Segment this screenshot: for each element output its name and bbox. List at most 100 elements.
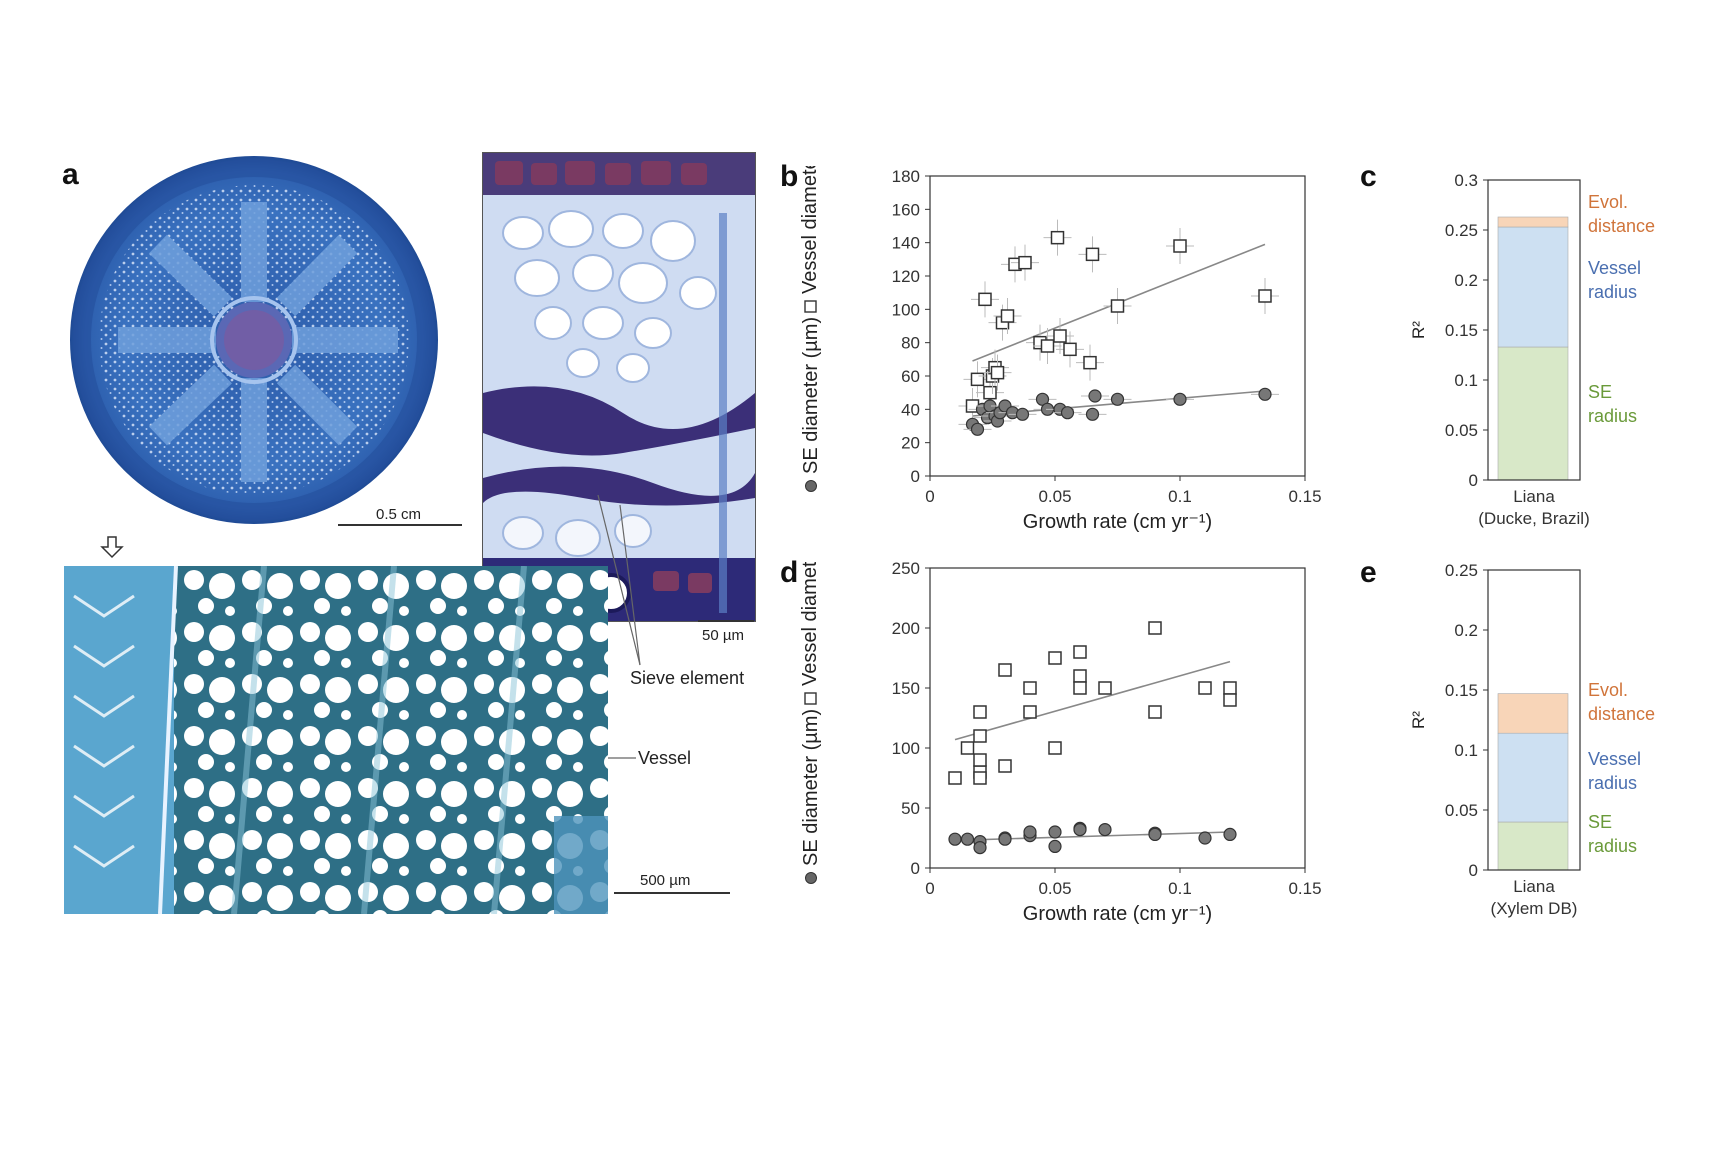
vessel-label: Vessel	[638, 748, 692, 768]
data-point-se	[998, 832, 1012, 846]
plot-frame	[1487, 569, 1581, 871]
y-axis-label-se: SE diameter (µm)	[800, 709, 822, 866]
chart-d-scatter: 0 50 100 150 200 250 0 0.05 0.1 0.15 Growth rate (…	[799, 562, 1322, 925]
y-tick-label: 140	[892, 234, 920, 253]
data-point-se	[948, 832, 962, 846]
data-point-se	[1198, 831, 1212, 845]
scale-bar-stem	[338, 524, 462, 526]
fit-line-vessel	[954, 660, 1231, 741]
legend-vessel: Vessel diameter (µm)	[799, 562, 821, 705]
segment-label-line1: Vessel	[1588, 749, 1641, 769]
y-axis-label-vessel: Vessel diameter (µm)	[799, 166, 821, 294]
chart-e-stacked-bar: 0 0.05 0.1 0.15 0.2 0.25 R² Liana (Xylem DB) SE ra…	[1409, 562, 1655, 918]
data-point-vessel	[1083, 355, 1097, 370]
x-tick-label: 0.05	[1038, 487, 1071, 506]
y-tick-label: 0.25	[1445, 221, 1478, 240]
data-point-vessel	[973, 705, 987, 719]
segment-label-line1: SE	[1588, 382, 1612, 402]
x-tick-label: 0.1	[1168, 879, 1192, 898]
y-axis-label-se: SE diameter (µm)	[800, 317, 822, 474]
data-point-vessel	[1110, 299, 1125, 313]
plot-frame	[1487, 179, 1581, 481]
data-point-vessel	[1053, 329, 1067, 343]
data-point-se	[1048, 839, 1062, 853]
sieve-element-label: Sieve element	[630, 668, 745, 688]
bar-segment-evol-distance	[1497, 216, 1569, 228]
chart-b-scatter: 0 20 40 60 80 100 120 140 160 180 0 0.05 0.1 0.15 Grow…	[799, 166, 1322, 533]
data-point-vessel	[960, 741, 975, 755]
segment-label-line2: distance	[1588, 704, 1655, 724]
data-point-vessel	[1098, 681, 1112, 695]
data-point-vessel	[1050, 230, 1065, 245]
data-point-vessel	[1148, 705, 1162, 719]
y-tick-label: 0.15	[1445, 681, 1478, 700]
data-point-vessel	[1073, 645, 1087, 659]
data-point-vessel	[1258, 289, 1272, 303]
panel-letter-b: b	[780, 160, 799, 193]
legend-se: SE diameter (µm)	[800, 317, 822, 492]
y-tick-label: 160	[892, 200, 920, 219]
scale-label-wood: 500 µm	[640, 872, 691, 889]
category-label-line1: Liana	[1513, 487, 1555, 506]
y-tick-label: 100	[892, 739, 920, 758]
segment-label-line2: radius	[1588, 773, 1637, 793]
legend-se: SE diameter (µm)	[800, 709, 822, 884]
scale-label-stem: 0.5 cm	[376, 506, 422, 523]
segment-label-line2: radius	[1588, 406, 1637, 426]
segment-label-line1: Evol.	[1588, 192, 1628, 212]
y-tick-label: 60	[901, 367, 920, 386]
legend-circle-marker	[805, 872, 817, 884]
data-point-se	[1048, 825, 1062, 839]
data-point-se	[1098, 823, 1112, 837]
x-tick-label: 0	[925, 487, 934, 506]
data-point-vessel	[970, 372, 985, 387]
plot-frame	[929, 175, 1306, 477]
y-tick-label: 0.25	[1445, 562, 1478, 580]
data-point-se	[1223, 827, 1237, 841]
panel-letter-a: a	[62, 158, 79, 191]
data-point-vessel	[1063, 342, 1077, 357]
legend-circle-marker	[805, 480, 817, 492]
x-axis-label: Growth rate (cm yr⁻¹)	[1023, 511, 1212, 533]
y-tick-label: 0.1	[1454, 741, 1478, 760]
data-point-se	[960, 832, 975, 846]
category-label-line2: (Xylem DB)	[1491, 899, 1578, 918]
data-point-vessel	[1148, 621, 1162, 635]
y-tick-label: 200	[892, 619, 920, 638]
x-tick-label: 0.05	[1038, 879, 1071, 898]
y-tick-label: 0	[1469, 861, 1478, 880]
panel-letter-d: d	[780, 556, 799, 589]
data-point-se	[1073, 823, 1087, 837]
data-point-se	[1088, 389, 1102, 403]
data-point-se	[1060, 406, 1075, 420]
data-point-vessel	[998, 759, 1012, 773]
data-point-se	[970, 422, 985, 436]
plot-frame	[929, 567, 1306, 869]
y-tick-label: 0	[1469, 471, 1478, 490]
data-point-se	[1085, 407, 1100, 421]
data-point-vessel	[948, 771, 962, 785]
data-point-vessel	[1048, 741, 1062, 755]
data-point-se	[1015, 407, 1030, 421]
y-tick-label: 80	[901, 334, 920, 353]
y-axis-label-vessel: Vessel diameter (µm)	[799, 562, 821, 686]
data-point-se	[1173, 392, 1187, 406]
data-point-se	[1110, 392, 1125, 406]
data-point-vessel	[1173, 239, 1187, 253]
y-tick-label: 20	[901, 434, 920, 453]
data-point-vessel	[973, 729, 987, 743]
segment-label-line2: radius	[1588, 282, 1637, 302]
data-point-vessel	[1023, 705, 1037, 719]
data-point-vessel	[1048, 651, 1062, 665]
scale-bar-phloem	[698, 620, 754, 622]
legend-square-marker	[804, 692, 817, 705]
data-point-se	[1148, 827, 1162, 841]
data-point-vessel	[983, 385, 997, 400]
y-tick-label: 0.1	[1454, 371, 1478, 390]
stem-cross-section-image	[70, 156, 438, 524]
data-point-vessel	[1198, 681, 1212, 695]
phloem-micrograph-image	[482, 152, 756, 622]
legend-vessel: Vessel diameter (µm)	[799, 166, 821, 313]
data-point-se	[973, 841, 987, 855]
data-point-vessel	[1023, 681, 1037, 695]
